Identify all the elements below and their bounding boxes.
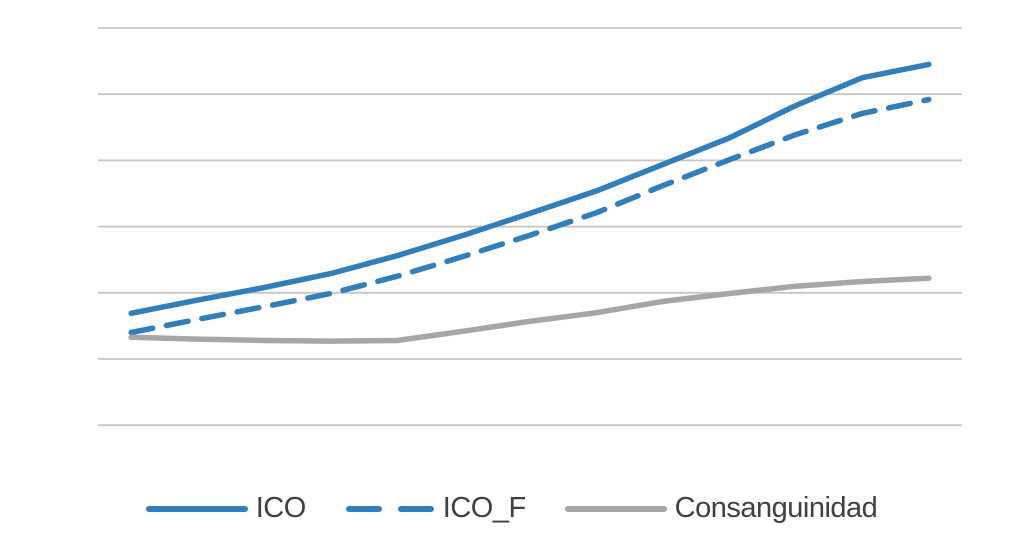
legend-item-ico: ICO — [145, 494, 306, 523]
legend-label-ico-f: ICO_F — [442, 492, 526, 524]
series-line-ico_f — [128, 96, 932, 336]
legend-swatch-dashed-blue-line — [345, 505, 434, 512]
chart-legend: ICO ICO_F Consanguinidad — [0, 494, 1022, 523]
legend-item-consanguinidad: Consanguinidad — [564, 494, 878, 523]
legend-swatch-solid-blue-line — [145, 505, 248, 512]
legend-item-ico-f: ICO_F — [344, 494, 526, 523]
legend-swatch-solid-gray-line — [564, 505, 667, 512]
series-line-ico — [128, 61, 932, 317]
legend-label-ico: ICO — [255, 492, 307, 524]
series-line-consanguinidad — [128, 275, 932, 344]
legend-label-consanguinidad: Consanguinidad — [674, 492, 878, 524]
